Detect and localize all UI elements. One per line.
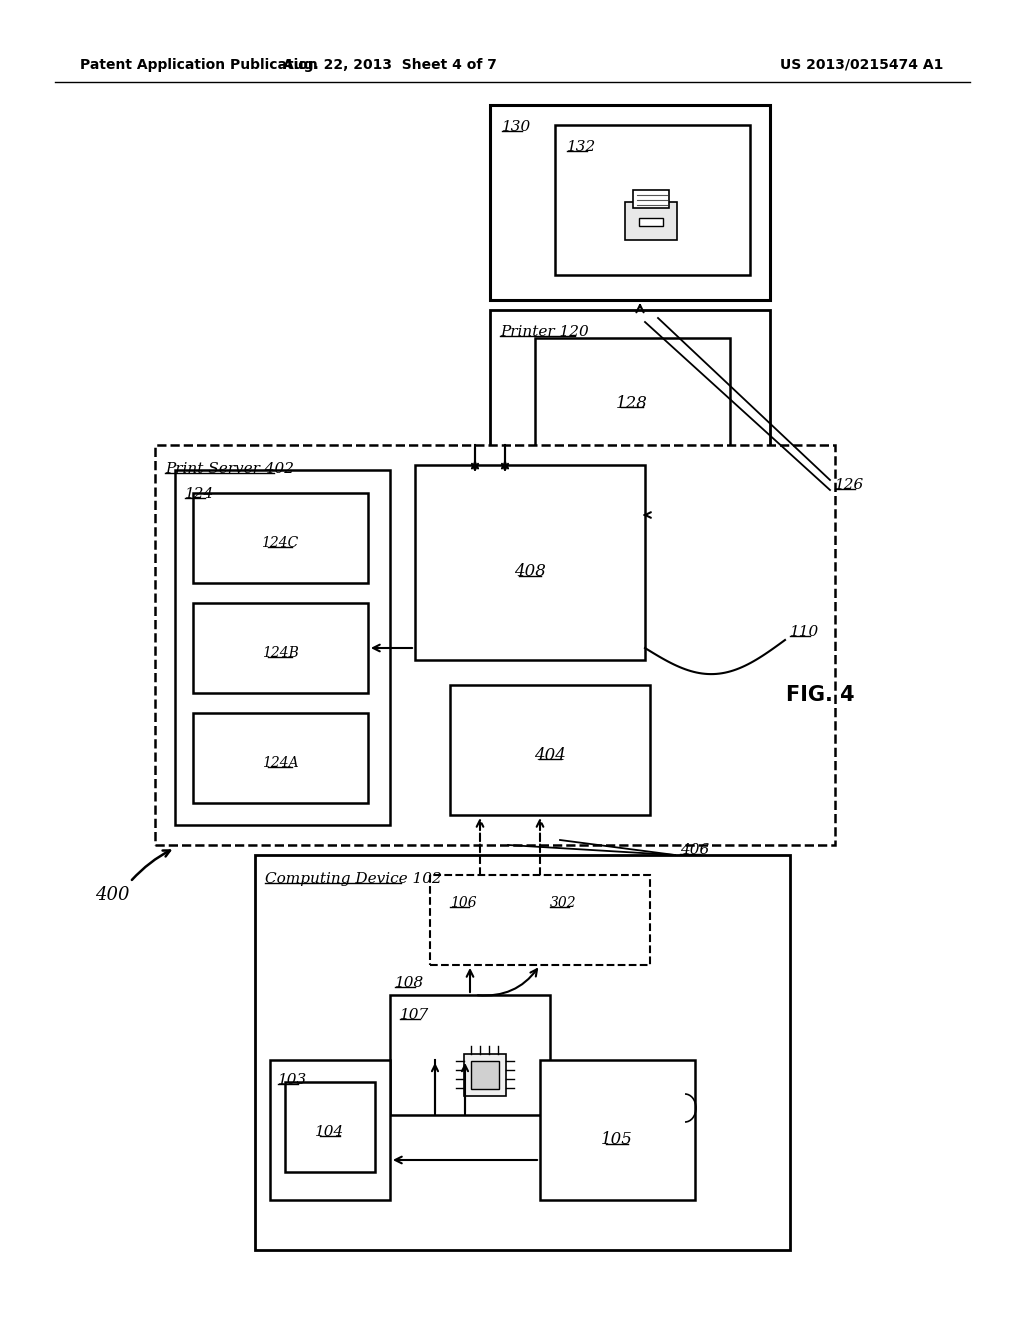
Text: 126: 126 [835, 478, 864, 492]
Bar [193, 492, 368, 583]
Text: US 2013/0215474 A1: US 2013/0215474 A1 [780, 58, 943, 73]
Text: FIG. 4: FIG. 4 [785, 685, 854, 705]
Bar [540, 1060, 695, 1200]
Bar [639, 218, 663, 226]
Bar [175, 470, 390, 825]
Bar [285, 1082, 375, 1172]
Bar [390, 995, 550, 1115]
Text: 404: 404 [535, 747, 566, 763]
Bar [490, 106, 770, 300]
Bar [450, 685, 650, 814]
Text: Print Server 402: Print Server 402 [165, 462, 294, 477]
Text: 124B: 124B [261, 645, 298, 660]
Text: 124: 124 [185, 487, 214, 502]
Text: Patent Application Publication: Patent Application Publication [80, 58, 317, 73]
Bar [415, 465, 645, 660]
Bar [193, 603, 368, 693]
Text: 128: 128 [616, 395, 648, 412]
Text: 124C: 124C [261, 536, 299, 550]
Bar [490, 310, 770, 475]
Bar [270, 1060, 390, 1200]
Text: Computing Device 102: Computing Device 102 [265, 873, 441, 886]
Bar [555, 125, 750, 275]
Text: Printer 120: Printer 120 [500, 325, 589, 339]
Text: 107: 107 [400, 1008, 429, 1022]
Text: 103: 103 [278, 1073, 307, 1086]
Bar [255, 855, 790, 1250]
Bar [625, 202, 677, 240]
Text: 104: 104 [315, 1125, 345, 1139]
Text: 302: 302 [550, 896, 577, 909]
Text: 406: 406 [680, 843, 710, 857]
Text: 110: 110 [790, 624, 819, 639]
Bar [535, 338, 730, 453]
Text: 408: 408 [514, 564, 546, 581]
Text: 130: 130 [502, 120, 531, 135]
Bar [471, 1061, 499, 1089]
Bar [155, 445, 835, 845]
Text: 106: 106 [450, 896, 476, 909]
Bar [464, 1053, 506, 1096]
Text: 124A: 124A [262, 756, 298, 770]
Bar [633, 190, 669, 209]
Text: 132: 132 [567, 140, 596, 154]
Bar [430, 875, 650, 965]
Text: 105: 105 [601, 1131, 633, 1148]
Text: 108: 108 [395, 975, 424, 990]
Bar [193, 713, 368, 803]
Text: Aug. 22, 2013  Sheet 4 of 7: Aug. 22, 2013 Sheet 4 of 7 [283, 58, 497, 73]
Text: 400: 400 [95, 886, 129, 904]
